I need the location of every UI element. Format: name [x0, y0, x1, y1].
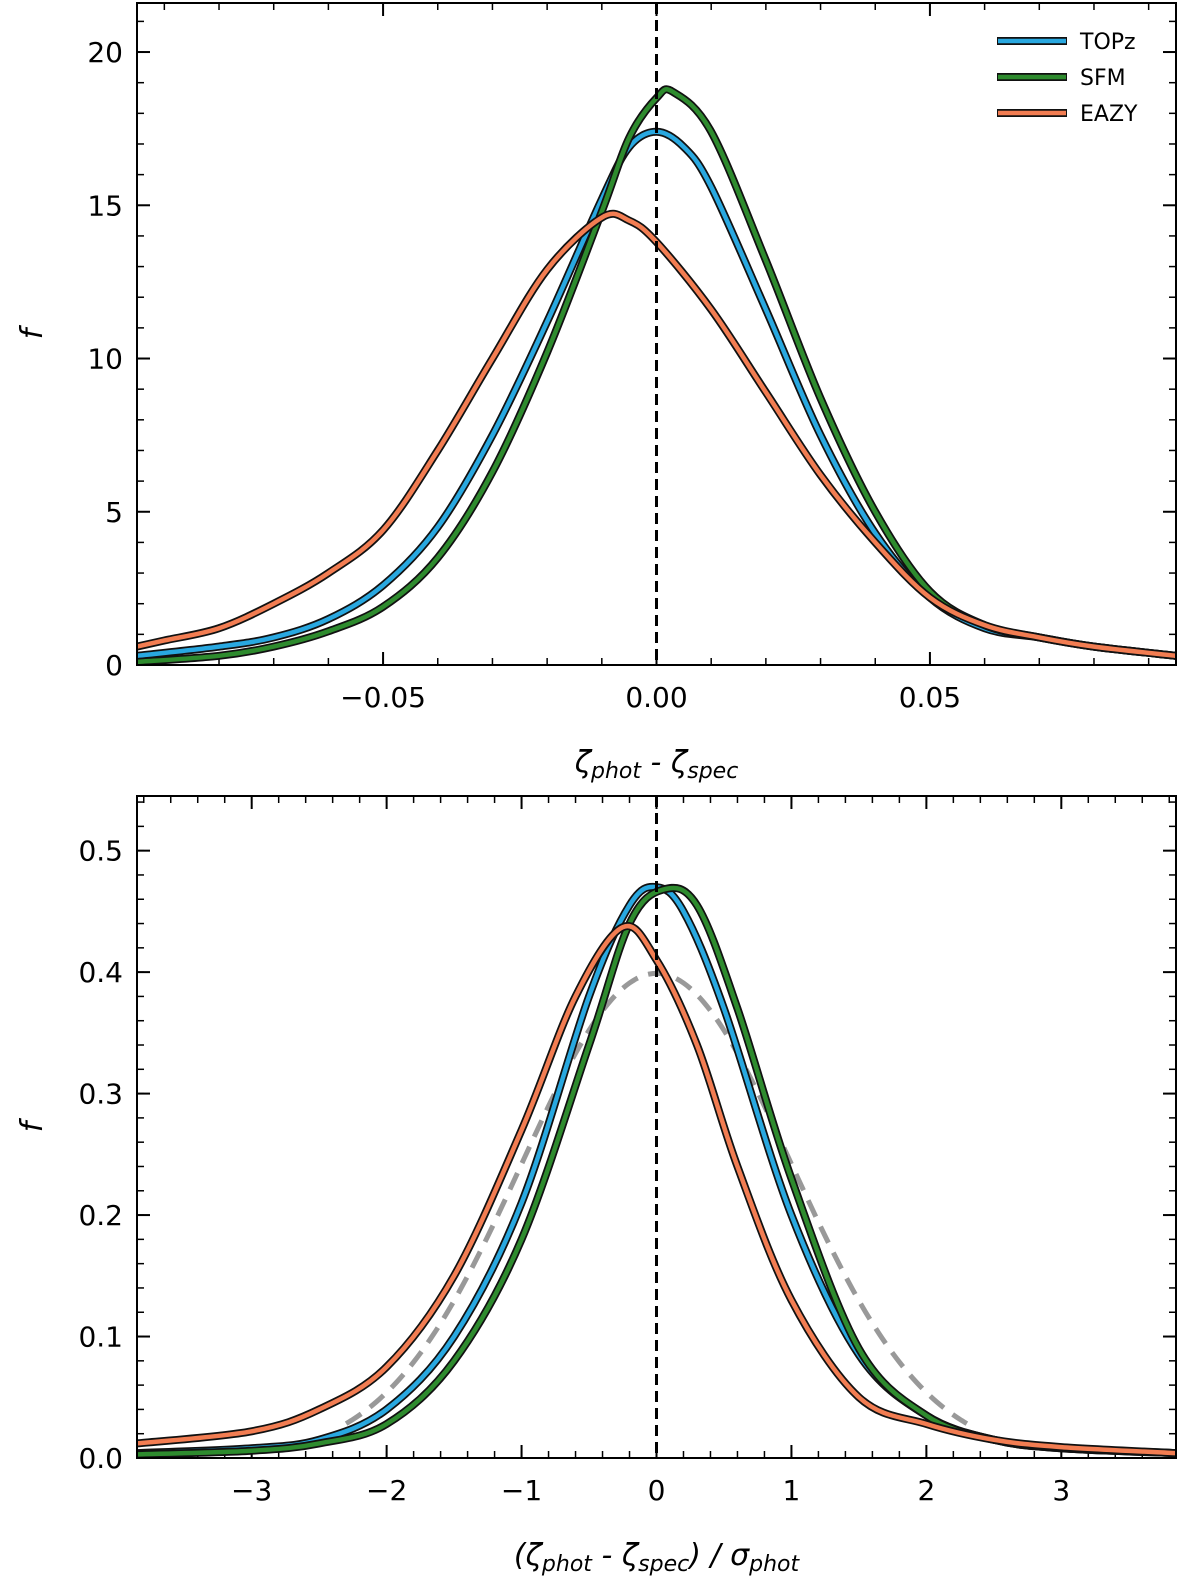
- y-tick-label: 20: [87, 36, 123, 69]
- y-tick-label: 0.1: [78, 1321, 123, 1354]
- y-tick-label: 0.2: [78, 1199, 123, 1232]
- x-tick-label: 0.05: [899, 681, 961, 714]
- y-tick-label: 10: [87, 343, 123, 376]
- x-axis-label: ζphot - ζspec: [574, 745, 739, 784]
- x-tick-label: −1: [501, 1474, 542, 1507]
- panel-2: −3 −2 −1 0 1 2 3 0.0 0.1 0.2 0.3 0.4 0.5 f (ζphot - ζs…: [15, 795, 1177, 1577]
- legend-label-eazy: EAZY: [1080, 102, 1138, 127]
- legend-label-sfm: SFM: [1080, 66, 1126, 91]
- legend: TOPz SFM EAZY: [997, 30, 1138, 127]
- x-tick-label: 3: [1052, 1474, 1070, 1507]
- y-tick-label: 0.4: [78, 956, 123, 989]
- x-tick-label: −3: [231, 1474, 272, 1507]
- x-tick-label: −2: [366, 1474, 407, 1507]
- y-tick-label: 0: [105, 649, 123, 682]
- y-tick-label: 5: [105, 496, 123, 529]
- legend-label-topz: TOPz: [1079, 30, 1136, 55]
- x-tick-label: 0: [648, 1474, 666, 1507]
- panel-1: −0.05 0.00 0.05 0 5 10 15 20 f ζphot - ζspec TOPz S…: [15, 2, 1177, 784]
- x-axis-label: (ζphot - ζspec) / σphot: [514, 1538, 801, 1577]
- y-axis-label: f: [15, 324, 50, 339]
- series-line: [137, 211, 1176, 659]
- series-eazy: [137, 209, 1176, 660]
- series-sfm: [137, 883, 1176, 1458]
- y-tick-label: 0.5: [78, 835, 123, 868]
- axes-frame: [136, 2, 1177, 666]
- x-tick-label: 0.00: [625, 681, 687, 714]
- x-tick-label: −0.05: [340, 681, 426, 714]
- x-tick-label: 1: [783, 1474, 801, 1507]
- axes-frame: [136, 795, 1177, 1459]
- plot-area: [137, 796, 1176, 1458]
- plot-area: [137, 3, 1176, 665]
- y-tick-label: 0.0: [78, 1442, 123, 1475]
- y-tick-label: 15: [87, 189, 123, 222]
- y-axis-label: f: [15, 1117, 50, 1132]
- y-tick-label: 0.3: [78, 1078, 123, 1111]
- x-tick-label: 2: [917, 1474, 935, 1507]
- series-line: [137, 885, 1176, 1457]
